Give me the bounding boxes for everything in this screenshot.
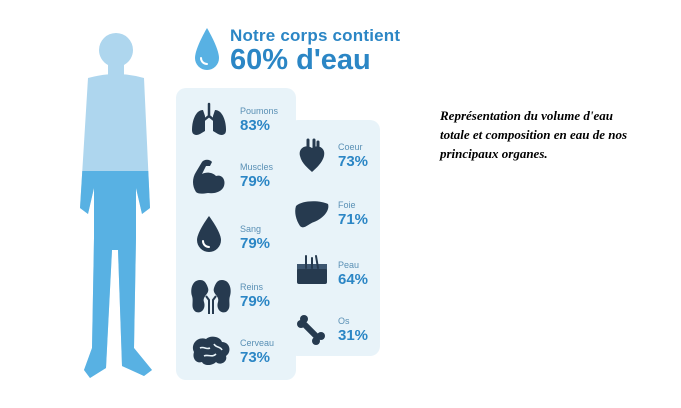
organ-percent: 71% xyxy=(338,211,369,228)
bone-icon xyxy=(297,315,325,345)
organs-panel-left xyxy=(176,88,296,380)
organ-name: Reins xyxy=(240,282,264,292)
organ-name: Poumons xyxy=(240,106,279,116)
human-silhouette-icon xyxy=(80,33,152,378)
organ-name: Muscles xyxy=(240,162,274,172)
organ-percent: 83% xyxy=(240,117,271,134)
water-drop-icon xyxy=(195,28,219,70)
caption: Représentation du volume d'eau totale et… xyxy=(440,108,628,161)
organ-name: Os xyxy=(338,316,350,326)
heart-icon xyxy=(299,138,325,172)
brain-icon xyxy=(192,336,230,365)
organ-percent: 31% xyxy=(338,327,369,344)
kidneys-icon xyxy=(191,280,231,314)
organ-percent: 79% xyxy=(240,173,271,190)
muscle-arm-icon xyxy=(193,159,225,194)
organ-percent: 64% xyxy=(338,271,369,288)
title-line2: 60% d'eau xyxy=(230,44,371,76)
organ-name: Foie xyxy=(338,200,356,210)
water-level-fill xyxy=(80,171,152,378)
organ-name: Sang xyxy=(240,224,262,234)
organ-name: Peau xyxy=(338,260,360,270)
organ-percent: 79% xyxy=(240,235,271,252)
title-line1: Notre corps contient xyxy=(230,26,401,45)
organ-percent: 73% xyxy=(240,349,271,366)
organ-name: Coeur xyxy=(338,142,363,152)
organ-name: Cerveau xyxy=(240,338,275,348)
lungs-icon xyxy=(192,102,226,135)
skin-icon xyxy=(297,255,327,284)
blood-drop-icon xyxy=(197,216,221,252)
liver-icon xyxy=(295,201,329,228)
organ-percent: 79% xyxy=(240,293,271,310)
organ-percent: 73% xyxy=(338,153,369,170)
